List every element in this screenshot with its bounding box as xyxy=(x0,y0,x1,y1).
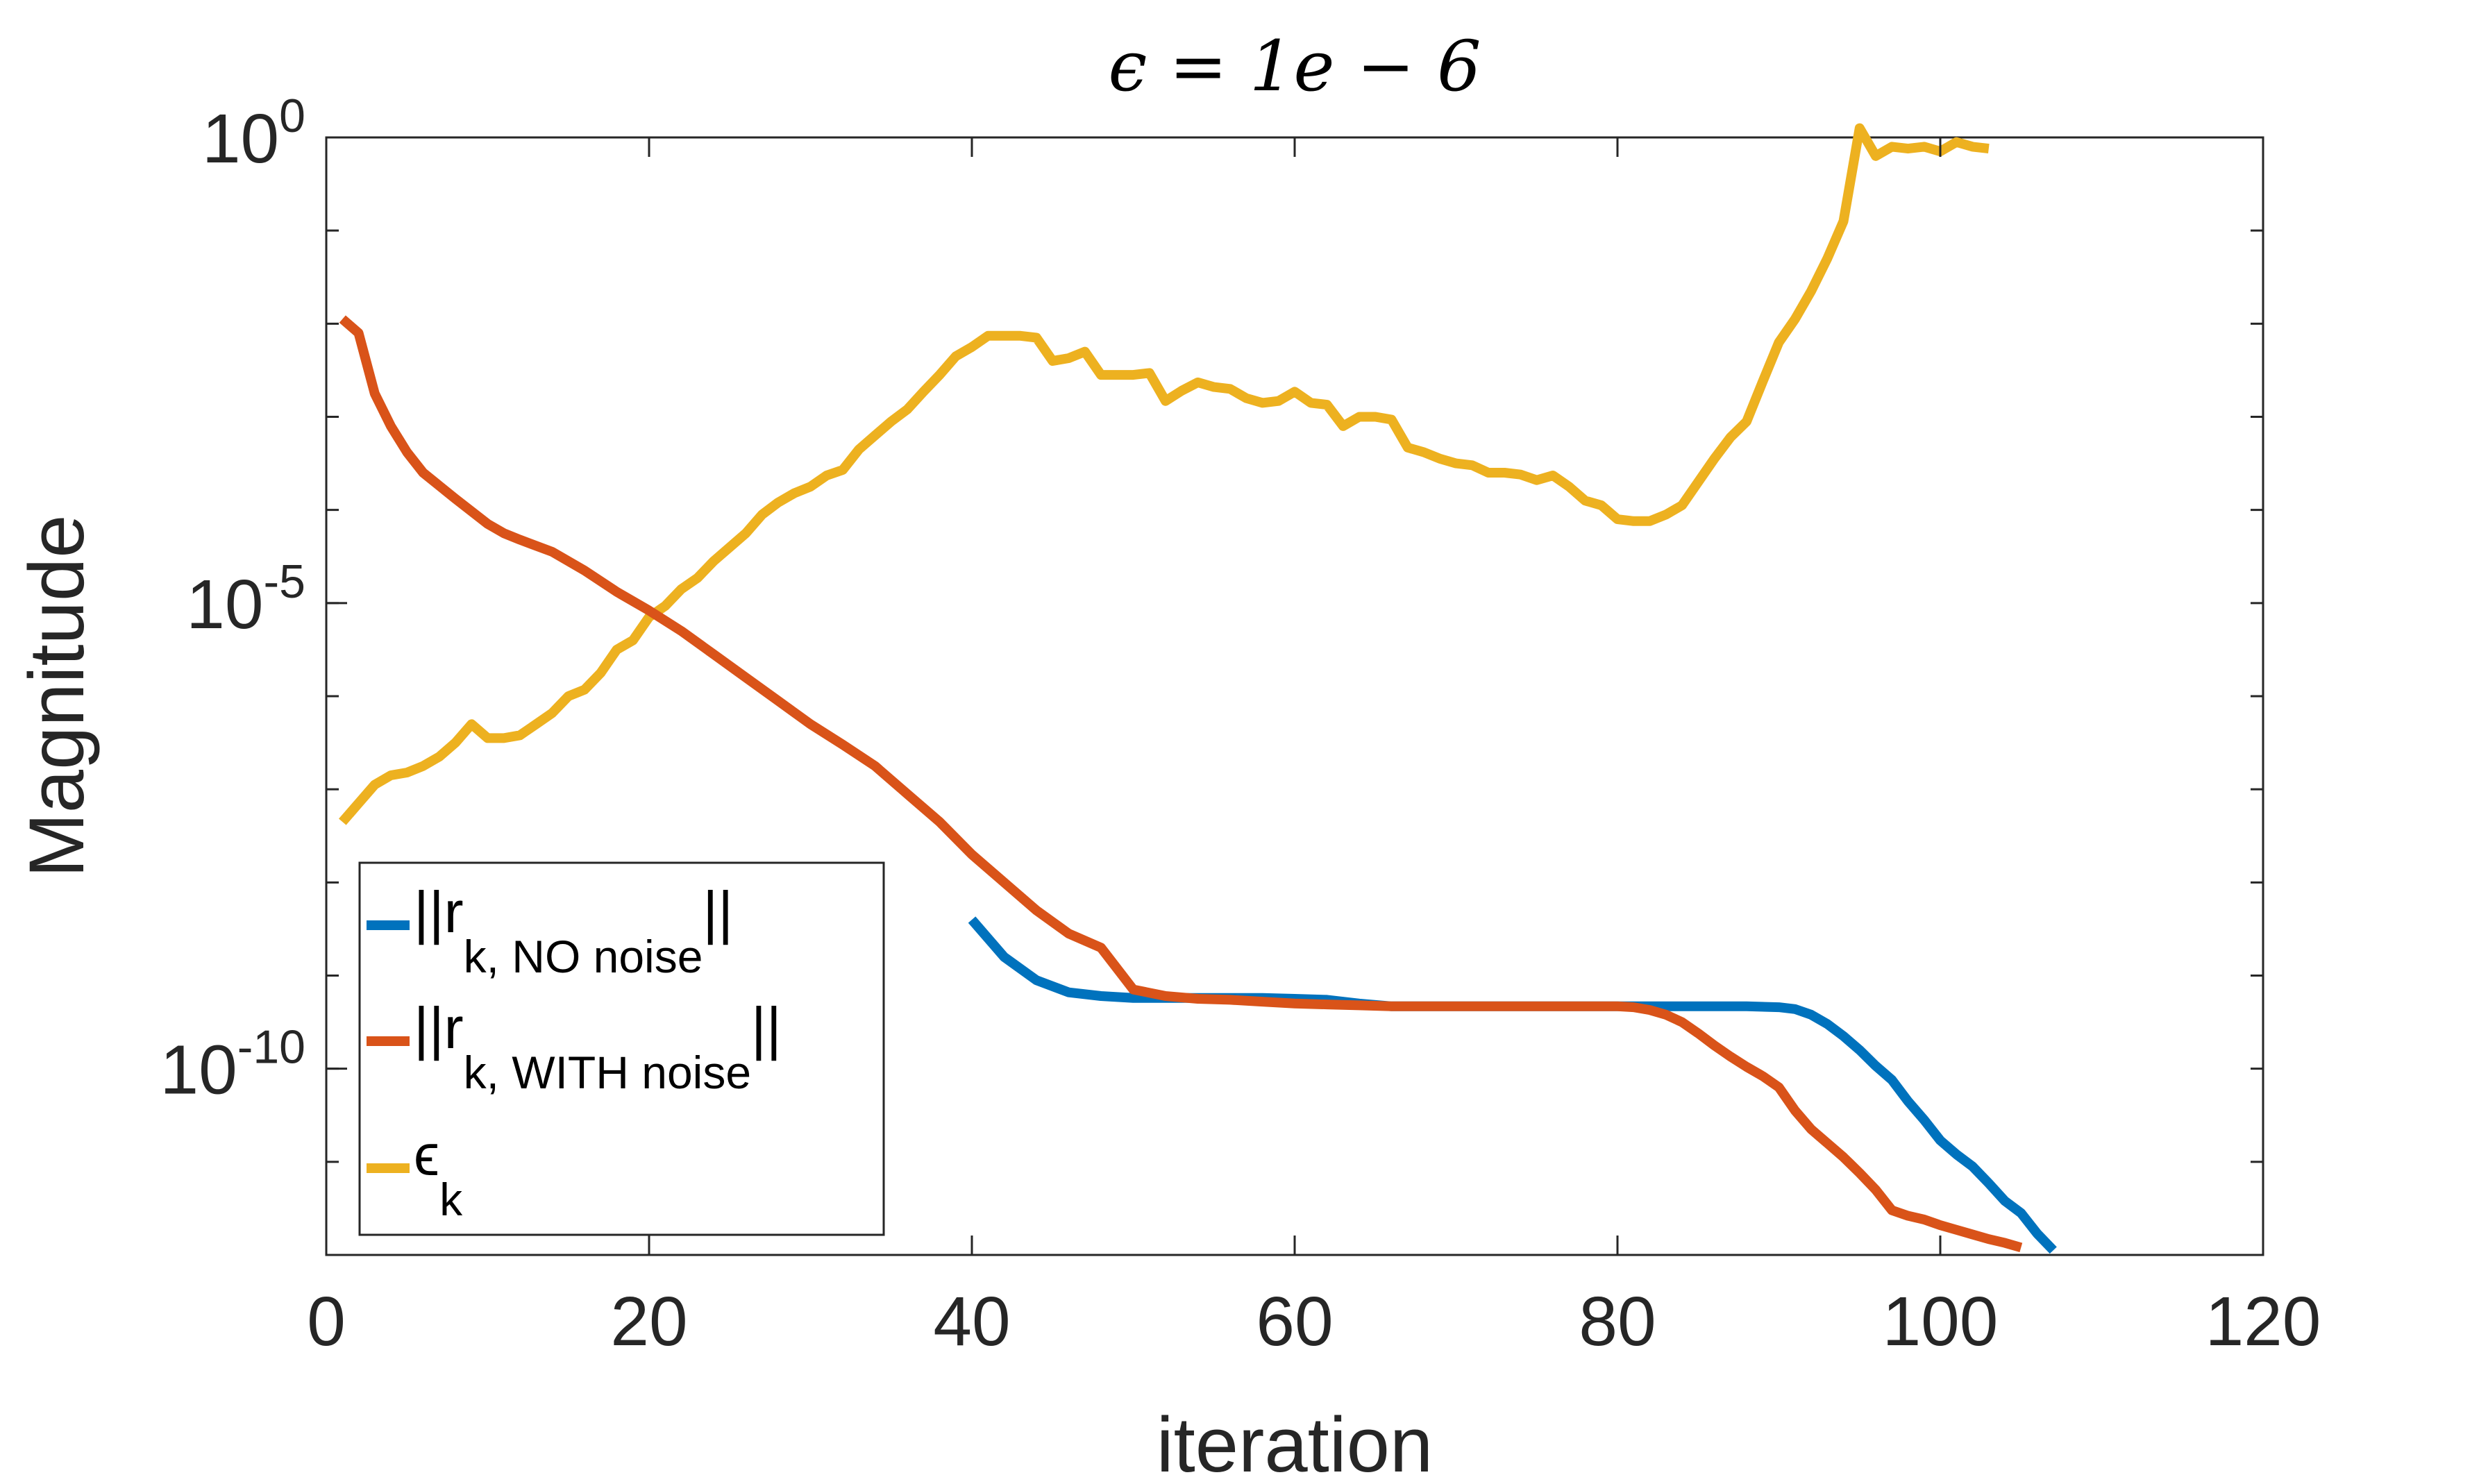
x-tick-label: 60 xyxy=(1256,1283,1333,1360)
y-tick-label: 100 xyxy=(202,90,305,178)
x-axis-label: iteration xyxy=(1157,1401,1433,1484)
chart-title: ϵ = 1e − 6 xyxy=(1108,26,1481,107)
legend-label: ϵk xyxy=(414,1122,463,1225)
x-tick-label: 100 xyxy=(1883,1283,1999,1360)
x-tick-label: 40 xyxy=(933,1283,1010,1360)
series-line-1 xyxy=(339,315,2023,1253)
legend-label: ||rk, WITH noise|| xyxy=(414,995,782,1098)
ticks-layer: 0 20 40 60 80 100 120 100 10-5 10-10 xyxy=(160,90,2321,1360)
series-layer xyxy=(339,123,2057,1254)
y-tick-label: 10-10 xyxy=(160,1021,305,1109)
series-line-2 xyxy=(339,123,1990,825)
x-tick-label: 80 xyxy=(1579,1283,1656,1360)
legend-box xyxy=(358,861,885,1236)
legend-label: ||rk, NO noise|| xyxy=(414,879,733,982)
x-tick-label: 120 xyxy=(2205,1283,2321,1360)
legend: ||rk, NO noise|| ||rk, WITH noise|| ϵk xyxy=(358,861,885,1236)
legend-items: ||rk, NO noise|| ||rk, WITH noise|| ϵk xyxy=(367,879,782,1225)
x-tick-label: 20 xyxy=(610,1283,687,1360)
x-tick-label: 0 xyxy=(307,1283,346,1360)
y-axis-label: Magnitude xyxy=(13,514,100,877)
y-tick-label: 10-5 xyxy=(186,555,305,643)
